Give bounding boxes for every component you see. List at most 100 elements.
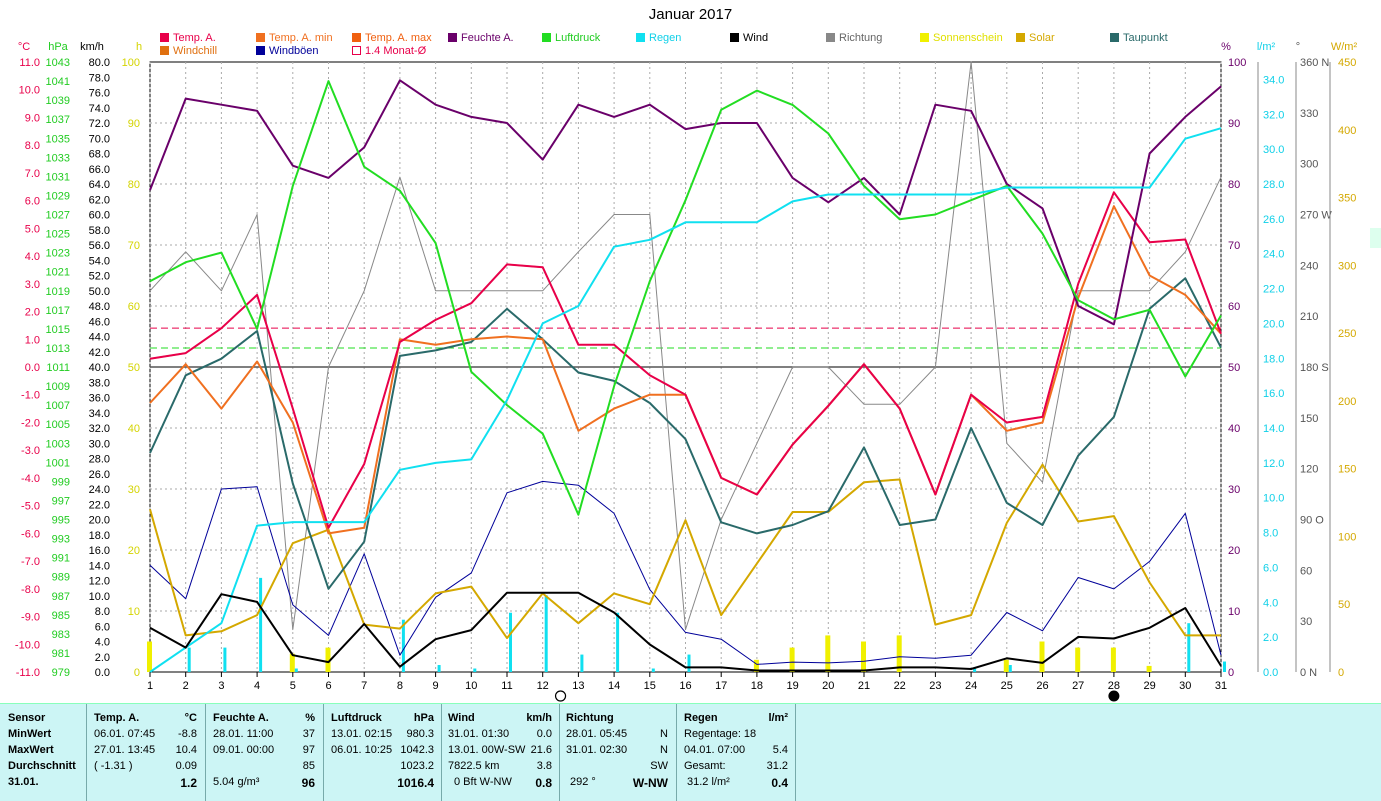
stats-current-note: 31.2 l/m² xyxy=(687,776,730,788)
tick-label-direction: 120 xyxy=(1300,464,1318,476)
stats-regen: Regen l/m² Regentage: 18 04.01. 07:00 5.… xyxy=(677,704,796,801)
tick-label-direction: 90 O xyxy=(1300,515,1324,527)
tick-label-pressure: 993 xyxy=(52,534,70,546)
stats-header: Temp. A. xyxy=(94,712,140,724)
legend-swatch xyxy=(256,33,265,42)
stats-value: -8.8 xyxy=(178,728,197,740)
tick-label-wind: 76.0 xyxy=(89,88,110,100)
stats-header: Feuchte A. xyxy=(213,712,269,724)
legend-item-taupunkt: Taupunkt xyxy=(1110,32,1168,44)
tick-label-pressure: 983 xyxy=(52,629,70,641)
x-tick-label: 29 xyxy=(1143,680,1155,692)
series-line-feuchte-a- xyxy=(149,79,1222,326)
tick-label-temp: 11.0 xyxy=(19,57,40,69)
tick-label-humidity: 0 xyxy=(1228,667,1234,679)
tick-label-sun: 100 xyxy=(122,57,140,69)
tick-label-wind: 68.0 xyxy=(89,149,110,161)
legend-swatch xyxy=(920,33,929,42)
stats-distance: 7822.5 km xyxy=(448,760,500,772)
tick-label-rain: 14.0 xyxy=(1263,423,1284,435)
legend-swatch xyxy=(1016,33,1025,42)
tick-label-direction: 30 xyxy=(1300,616,1312,628)
tick-label-humidity: 100 xyxy=(1228,57,1246,69)
rain-bar xyxy=(651,668,655,672)
tick-label-humidity: 90 xyxy=(1228,118,1240,130)
tick-label-humidity: 30 xyxy=(1228,484,1240,496)
tick-label-pressure: 1039 xyxy=(46,95,70,107)
rain-bar xyxy=(187,647,191,672)
sunshine-bar xyxy=(753,659,759,672)
tick-label-wind: 10.0 xyxy=(89,591,110,603)
series-line-temp-a- xyxy=(149,191,1222,529)
x-tick-label: 14 xyxy=(608,680,620,692)
sunshine-bar xyxy=(1003,659,1009,672)
tick-label-wind: 48.0 xyxy=(89,301,110,313)
stats-time: 09.01. 00:00 xyxy=(213,744,275,756)
tick-label-rain: 0.0 xyxy=(1263,667,1278,679)
tick-label-pressure: 1029 xyxy=(46,190,70,202)
axis-header: h xyxy=(136,41,142,53)
tick-label-sun: 70 xyxy=(128,240,140,252)
tick-label-wind: 72.0 xyxy=(89,118,110,130)
tick-label-temp: 10.0 xyxy=(19,85,40,97)
stats-unit: °C xyxy=(184,712,197,724)
tick-label-temp: -1.0 xyxy=(21,390,40,402)
tick-label-temp: -9.0 xyxy=(21,612,40,624)
tick-label-rain: 10.0 xyxy=(1263,493,1284,505)
legend-swatch xyxy=(1110,33,1119,42)
tick-label-wind: 80.0 xyxy=(89,57,110,69)
legend-label: Regen xyxy=(649,32,682,44)
tick-label-wind: 42.0 xyxy=(89,347,110,359)
stats-header: Regen xyxy=(684,712,718,724)
tick-label-pressure: 1009 xyxy=(46,381,70,393)
sunshine-bar xyxy=(789,647,795,672)
tick-label-humidity: 70 xyxy=(1228,240,1240,252)
legend-item-feuchte: Feuchte A. xyxy=(448,32,514,44)
rain-bar xyxy=(294,668,298,672)
stats-time: 28.01. 05:45 xyxy=(566,728,628,740)
legend-item-richtung: Richtung xyxy=(826,32,882,44)
tick-label-wind: 0.0 xyxy=(95,667,110,679)
axis-header: % xyxy=(1221,41,1231,53)
stats-time: ( -1.31 ) xyxy=(94,760,133,772)
tick-label-pressure: 1017 xyxy=(46,305,70,317)
stats-value: 97 xyxy=(302,744,315,756)
stats-sensor: Sensor MinWert MaxWert Durchschnitt 31.0… xyxy=(0,704,87,801)
x-tick-label: 24 xyxy=(965,680,977,692)
tick-label-pressure: 999 xyxy=(52,476,70,488)
legend-label: Richtung xyxy=(839,32,883,44)
tick-label-solar: 100 xyxy=(1338,531,1356,543)
legend: Temp. A. Temp. A. min Temp. A. max Feuch… xyxy=(0,0,1381,60)
stats-richtung: Richtung 28.01. 05:45 N 31.01. 02:30 N S… xyxy=(560,704,677,801)
new-moon-icon xyxy=(1108,690,1120,702)
rain-bar xyxy=(973,668,977,672)
tick-label-solar: 450 xyxy=(1338,57,1356,69)
tick-label-rain: 12.0 xyxy=(1263,458,1284,470)
tick-label-rain: 22.0 xyxy=(1263,284,1284,296)
tick-label-humidity: 50 xyxy=(1228,362,1240,374)
tick-label-pressure: 1001 xyxy=(46,457,70,469)
x-tick-label: 23 xyxy=(929,680,941,692)
stats-row-label: Durchschnitt xyxy=(8,760,76,772)
x-tick-label: 8 xyxy=(397,680,403,692)
x-tick-label: 10 xyxy=(465,680,477,692)
x-tick-label: 25 xyxy=(1001,680,1013,692)
tick-label-wind: 24.0 xyxy=(89,484,110,496)
series-lines xyxy=(149,61,1222,673)
stats-rain-days: Regentage: 18 xyxy=(684,728,757,740)
tick-label-wind: 18.0 xyxy=(89,530,110,542)
stats-current: 1016.4 xyxy=(397,776,434,790)
weather-chart: °C hPa km/h h% l/m² ° W/m²11.010.09.08.07.06.0… xyxy=(15,41,1358,702)
sunshine-bar xyxy=(325,647,331,672)
tick-label-pressure: 1005 xyxy=(46,419,70,431)
tick-label-pressure: 979 xyxy=(52,667,70,679)
tick-label-rain: 32.0 xyxy=(1263,109,1284,121)
legend-label: Windchill xyxy=(173,45,218,57)
tick-label-rain: 18.0 xyxy=(1263,353,1284,365)
x-tick-label: 22 xyxy=(894,680,906,692)
stats-time: 31.01. 01:30 xyxy=(448,728,510,740)
axis-header: W/m² xyxy=(1331,41,1358,53)
tick-label-solar: 300 xyxy=(1338,260,1356,272)
series-line-solar xyxy=(149,463,1221,640)
legend-item-solar: Solar xyxy=(1016,32,1055,44)
